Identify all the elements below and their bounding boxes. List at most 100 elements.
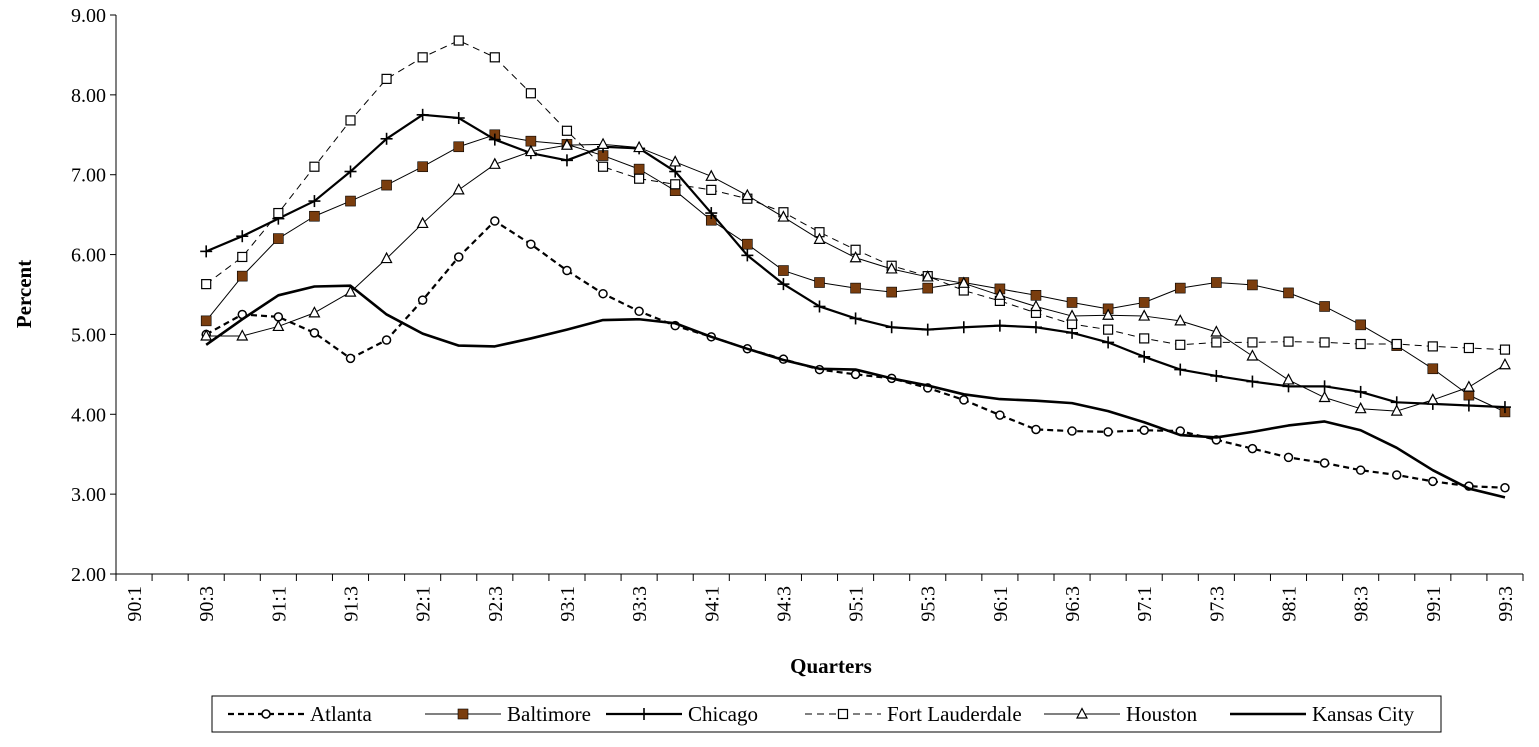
x-axis-title: Quarters [790, 654, 872, 678]
data-point [633, 163, 645, 175]
data-point [1283, 287, 1294, 299]
data-point [1500, 483, 1510, 493]
data-point [742, 238, 753, 250]
data-point [597, 137, 610, 149]
series-kansas-city [205, 284, 1506, 499]
data-point [921, 270, 934, 282]
legend-label: Atlanta [310, 702, 372, 726]
data-point [957, 321, 970, 334]
data-point [849, 312, 862, 325]
data-point [236, 230, 249, 243]
data-point [1030, 289, 1042, 301]
data-point [993, 319, 1006, 332]
data-point [1283, 452, 1294, 463]
data-point [921, 323, 934, 336]
data-point [1210, 369, 1223, 382]
data-point [741, 188, 754, 201]
data-point [381, 73, 392, 84]
data-point [490, 216, 500, 226]
x-tick-label: 95:3 [918, 586, 940, 622]
data-point [1426, 393, 1439, 405]
data-point [236, 270, 248, 282]
data-point [308, 306, 321, 318]
y-tick-label: 3.00 [71, 484, 106, 506]
data-point [1391, 470, 1402, 480]
legend-label: Fort Lauderdale [887, 702, 1022, 726]
data-point [200, 315, 212, 327]
data-point [885, 321, 898, 334]
y-tick-label: 4.00 [71, 404, 106, 426]
data-point [1067, 426, 1077, 436]
data-point [1319, 337, 1330, 348]
data-point [634, 173, 645, 184]
data-point [670, 179, 681, 190]
x-tick-label: 95:1 [846, 586, 868, 622]
data-point [813, 232, 826, 244]
x-tick-label: 90:1 [124, 586, 146, 622]
x-tick-label: 91:3 [341, 586, 363, 622]
data-point [1318, 390, 1331, 403]
data-point [488, 133, 501, 146]
legend-label: Houston [1126, 702, 1198, 726]
y-tick-label: 2.00 [71, 564, 106, 586]
data-point [669, 155, 682, 167]
y-tick-label: 5.00 [71, 324, 106, 346]
axes: 2.00 3.00 4.00 5.00 6.00 7.00 8.00 9.00 90:1 90:3… [71, 5, 1524, 622]
data-point [417, 52, 428, 63]
data-point [1211, 277, 1222, 288]
data-point [1175, 339, 1186, 350]
data-point [741, 249, 754, 262]
data-point [814, 277, 825, 288]
data-point [526, 239, 536, 249]
data-point [309, 210, 320, 222]
y-axis-title: Percent [12, 260, 36, 328]
data-point [1354, 385, 1367, 398]
data-point [1247, 337, 1258, 348]
data-point [1462, 399, 1475, 412]
data-point [1498, 401, 1511, 414]
y-tick-label: 6.00 [71, 245, 106, 267]
data-point [1355, 465, 1366, 475]
data-point [452, 112, 465, 125]
data-point [273, 233, 284, 244]
y-tick-label: 8.00 [71, 85, 106, 107]
data-point [345, 353, 356, 364]
data-point [1428, 476, 1438, 487]
data-point [1427, 363, 1439, 375]
data-point [562, 265, 572, 276]
data-point [633, 140, 646, 153]
data-point [995, 410, 1005, 420]
data-point [1247, 443, 1258, 454]
x-tick-label: 92:3 [485, 586, 507, 622]
data-point [1391, 338, 1402, 350]
data-point [778, 265, 789, 276]
x-tick-label: 90:3 [196, 586, 218, 622]
data-point [1246, 375, 1259, 388]
data-point [1139, 425, 1149, 436]
data-point [706, 184, 717, 195]
data-point [959, 395, 969, 405]
legend-item: Atlanta [228, 702, 372, 726]
data-point [525, 88, 536, 99]
x-tick-label: 92:1 [413, 586, 435, 622]
data-point [1174, 282, 1186, 294]
data-point [417, 161, 428, 173]
data-point [1246, 349, 1259, 361]
data-point [200, 245, 213, 258]
data-point [597, 161, 609, 172]
data-point [417, 295, 428, 305]
data-point [561, 125, 573, 136]
data-point [1282, 373, 1295, 385]
data-point [345, 195, 356, 207]
data-point [261, 709, 271, 719]
data-point [634, 306, 644, 317]
x-tick-label: 96:1 [990, 586, 1012, 622]
data-point [1103, 324, 1114, 335]
data-point [1498, 357, 1511, 370]
legend-label: Kansas City [1312, 702, 1415, 726]
data-point [1076, 707, 1088, 719]
data-point [272, 319, 285, 332]
data-point [416, 216, 429, 229]
